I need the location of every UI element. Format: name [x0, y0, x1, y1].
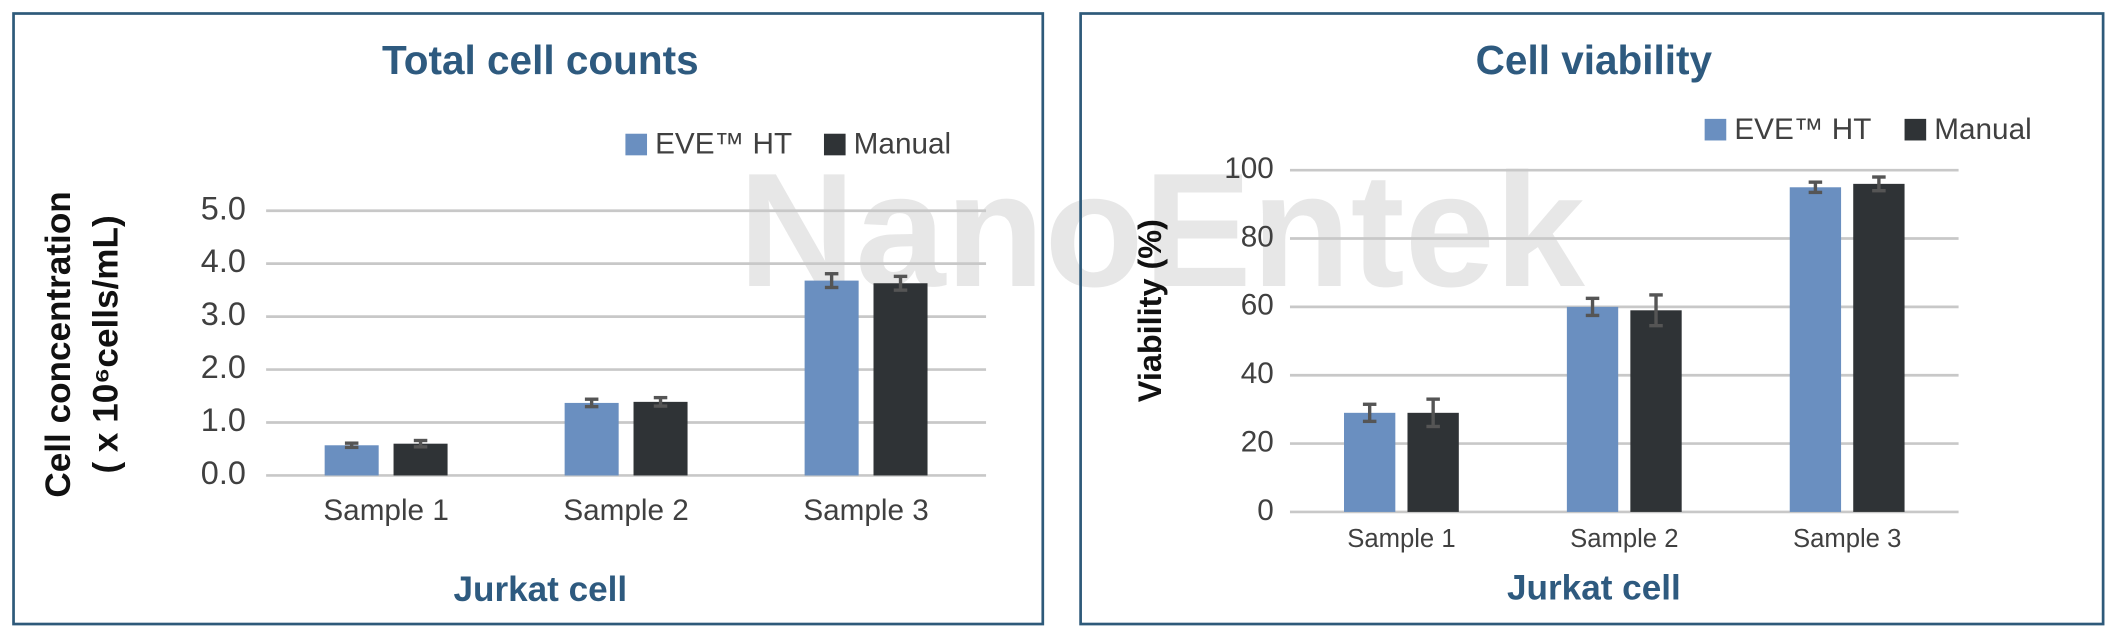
x-axis-label: Jurkat cell [1507, 569, 1681, 608]
y-tick-label: 60 [1241, 289, 1274, 322]
error-bar [1808, 180, 1823, 195]
y-tick-label: 20 [1241, 425, 1274, 458]
y-tick-label: 5.0 [201, 190, 246, 226]
chart-title: Cell viability [1476, 37, 1713, 83]
bar [1344, 412, 1396, 512]
y-tick-label: 1.0 [201, 402, 246, 438]
x-axis-label: Jurkat cell [453, 570, 627, 609]
legend-swatch [823, 133, 846, 156]
chart-title: Total cell counts [382, 37, 699, 83]
error-bar [1362, 402, 1377, 424]
legend-swatch [1704, 118, 1727, 141]
y-tick-label: 2.0 [201, 349, 246, 385]
bar [324, 445, 379, 476]
bar [1566, 306, 1619, 512]
legend-label: Manual [854, 128, 951, 161]
y-axis-label: Cell concentration [39, 191, 78, 497]
error-bar [413, 438, 428, 449]
bar [804, 280, 859, 476]
error-bar [653, 395, 668, 408]
legend-label: EVE™ HT [655, 128, 792, 161]
panel-border [12, 12, 1045, 626]
error-bar [1426, 397, 1440, 429]
y-tick-label: 3.0 [201, 296, 246, 332]
x-tick-label: Sample 3 [1793, 525, 1901, 553]
error-bar [584, 397, 599, 409]
error-bar [1872, 175, 1886, 193]
legend-swatch [625, 133, 648, 156]
legend-label: Manual [1934, 113, 2031, 146]
bar [1407, 412, 1459, 512]
panel-border [1079, 12, 2105, 626]
error-bar [893, 274, 908, 292]
bar [633, 401, 688, 476]
y-axis-label: Viability (%) [1132, 219, 1168, 402]
x-tick-label: Sample 1 [323, 494, 448, 527]
y-tick-label: 0.0 [201, 455, 246, 491]
legend-label: EVE™ HT [1734, 113, 1871, 146]
error-bar [1585, 296, 1600, 318]
bar [564, 402, 619, 476]
x-tick-label: Sample 2 [563, 494, 688, 527]
error-bar [1649, 293, 1663, 328]
error-bar [344, 441, 359, 450]
x-tick-label: Sample 2 [1570, 525, 1678, 553]
legend-swatch [1904, 118, 1927, 141]
x-tick-label: Sample 3 [803, 494, 928, 527]
y-tick-label: 100 [1224, 152, 1274, 185]
y-axis-label: ( x 10⁶cells/mL) [86, 215, 125, 473]
bar [1789, 187, 1842, 512]
x-tick-label: Sample 1 [1347, 525, 1455, 553]
bar [1853, 183, 1905, 512]
y-tick-label: 40 [1241, 357, 1274, 390]
y-tick-label: 80 [1241, 220, 1274, 253]
bar [873, 283, 928, 476]
y-tick-label: 4.0 [201, 243, 246, 279]
bar [1630, 310, 1682, 512]
y-tick-label: 0 [1257, 494, 1274, 527]
bar [393, 443, 448, 476]
error-bar [824, 272, 839, 290]
